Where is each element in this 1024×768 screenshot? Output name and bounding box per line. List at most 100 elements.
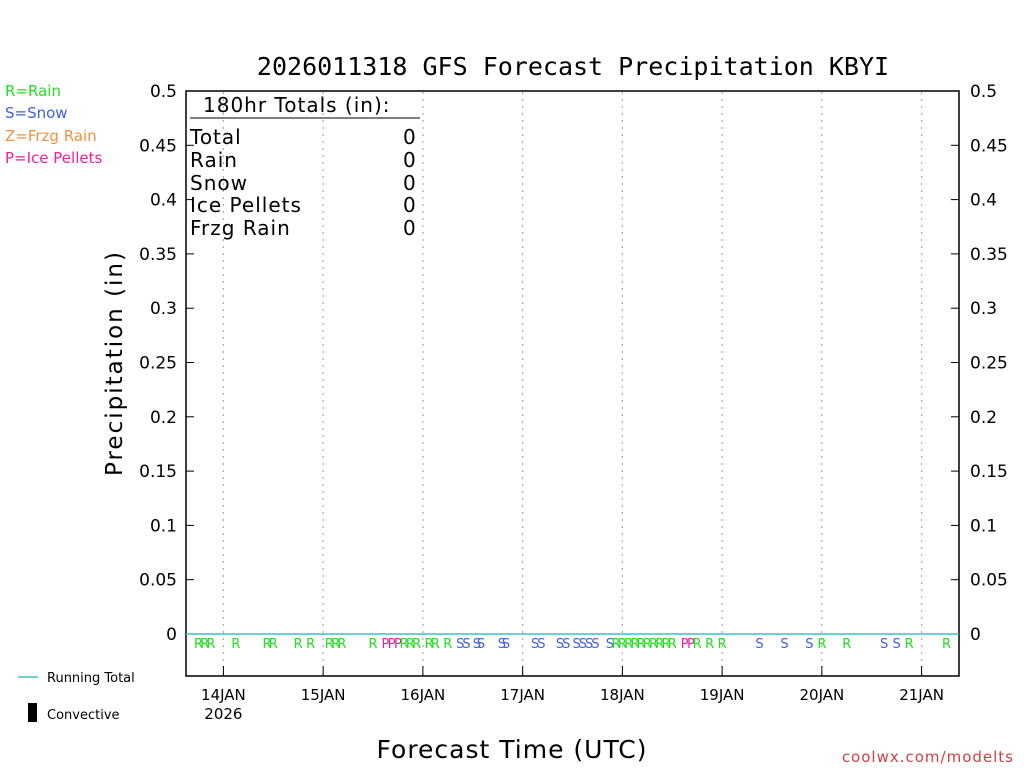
ptype-marker: S: [606, 637, 614, 652]
ptype-marker: R: [618, 637, 627, 652]
ptype-marker: R: [718, 637, 727, 652]
x-tick-label: 21JAN: [899, 686, 944, 704]
ptype-marker: R: [263, 637, 272, 652]
y-tick-label-left: 0: [166, 625, 177, 645]
ptype-marker: S: [755, 637, 763, 652]
credit-text: coolwx.com/modelts: [842, 748, 1014, 766]
x-tick-label: 17JAN: [500, 686, 545, 704]
y-tick-label-right: 0.2: [970, 408, 997, 428]
ptype-marker: S: [579, 637, 587, 652]
legend-rain: R=Rain: [5, 82, 61, 100]
vertical-grid: [222, 92, 923, 675]
x-tick-label: 18JAN: [600, 686, 645, 704]
y-axis-left: 0 0.05 0.1 0.15 0.2 0.25 0.3 0.35 0.4 0.45 0.5: [139, 82, 194, 645]
ptype-marker: R: [624, 637, 633, 652]
y-axis-right: 0 0.05 0.1 0.15 0.2 0.25 0.3 0.35 0.4 0.45 0.5: [951, 82, 1008, 645]
x-tick-label: 16JAN: [401, 686, 446, 704]
ptype-marker: S: [562, 637, 570, 652]
ptype-marker: R: [206, 637, 215, 652]
ptype-marker: R: [905, 637, 914, 652]
x-tick-label: 19JAN: [700, 686, 745, 704]
totals-label-snow: Snow: [190, 171, 248, 195]
ptype-marker: R: [655, 637, 664, 652]
ptype-marker: R: [368, 637, 377, 652]
y-tick-label-right: 0.45: [970, 136, 1008, 156]
totals-box: 180hr Totals (in): Total 0 Rain 0 Snow 0…: [189, 93, 420, 240]
ptype-marker: R: [431, 637, 440, 652]
ptype-marker: S: [498, 637, 506, 652]
ptype-marker: S: [573, 637, 581, 652]
ptype-marker: R: [331, 637, 340, 652]
ptype-marker: R: [637, 637, 646, 652]
ptype-marker: S: [893, 637, 901, 652]
y-tick-label-left: 0.05: [139, 571, 177, 591]
ptype-legend: R=Rain S=Snow Z=Frzg Rain P=Ice Pellets: [5, 82, 102, 167]
ptype-marker: R: [705, 637, 714, 652]
ptype-marker: R: [612, 637, 621, 652]
ptype-marker: R: [643, 637, 652, 652]
line-legend: Running Total Convective: [18, 671, 135, 723]
ptype-marker: S: [805, 637, 813, 652]
legend-convective: Convective: [47, 708, 120, 723]
ptype-marker: P: [681, 637, 689, 652]
ptype-marker: R: [269, 637, 278, 652]
ptype-marker: R: [306, 637, 315, 652]
y-tick-label-left: 0.5: [150, 82, 177, 102]
x-tick-label: 15JAN: [301, 686, 346, 704]
ptype-marker: S: [456, 637, 464, 652]
x-tick-label: 20JAN: [799, 686, 844, 704]
legend-ice-pellets: P=Ice Pellets: [5, 149, 102, 167]
y-tick-label-right: 0.4: [970, 191, 997, 211]
y-tick-label-right: 0.1: [970, 516, 997, 536]
y-tick-label-right: 0.5: [970, 82, 997, 102]
y-tick-label-left: 0.2: [150, 408, 177, 428]
x-tick-sublabel: 2026: [204, 705, 242, 723]
ptype-marker: S: [780, 637, 788, 652]
ptype-marker: S: [462, 637, 470, 652]
y-tick-label-right: 0: [970, 625, 981, 645]
totals-value-total: 0: [403, 125, 417, 149]
ptype-marker: R: [231, 637, 240, 652]
ptype-marker: P: [394, 637, 402, 652]
totals-value-ice-pellets: 0: [403, 193, 417, 217]
ptype-marker: R: [200, 637, 209, 652]
y-tick-label-left: 0.25: [139, 354, 177, 374]
y-tick-label-right: 0.3: [970, 299, 997, 319]
y-axis-label: Precipitation (in): [102, 250, 128, 476]
totals-value-frzg-rain: 0: [403, 216, 417, 240]
y-tick-label-left: 0.1: [150, 516, 177, 536]
ptype-marker: S: [531, 637, 539, 652]
ptype-marker: S: [473, 637, 481, 652]
x-axis-label: Forecast Time (UTC): [377, 735, 648, 764]
ptype-marker: S: [591, 637, 599, 652]
totals-value-snow: 0: [403, 171, 417, 195]
y-tick-label-right: 0.25: [970, 354, 1008, 374]
legend-frzg-rain: Z=Frzg Rain: [5, 127, 97, 145]
totals-label-frzg-rain: Frzg Rain: [190, 216, 291, 240]
ptype-marker: R: [406, 637, 415, 652]
legend-running-total: Running Total: [47, 671, 135, 686]
ptype-marker: P: [687, 637, 695, 652]
totals-value-rain: 0: [403, 148, 417, 172]
ptype-marker: R: [400, 637, 409, 652]
ptype-marker: S: [880, 637, 888, 652]
ptype-marker: R: [337, 637, 346, 652]
y-tick-label-left: 0.15: [139, 462, 177, 482]
x-tick-label: 14JAN: [201, 686, 246, 704]
ptype-marker: S: [502, 637, 510, 652]
legend-snow: S=Snow: [5, 104, 68, 122]
y-tick-label-right: 0.35: [970, 245, 1008, 265]
y-tick-label-left: 0.45: [139, 136, 177, 156]
ptype-marker: R: [425, 637, 434, 652]
ptype-marker: R: [649, 637, 658, 652]
ptype-marker: P: [382, 637, 390, 652]
ptype-marker: R: [693, 637, 702, 652]
ptype-marker: R: [630, 637, 639, 652]
plot-frame: [185, 90, 960, 677]
ptype-marker: R: [325, 637, 334, 652]
ptype-marker: S: [537, 637, 545, 652]
ptype-marker: R: [842, 637, 851, 652]
ptype-marker: S: [585, 637, 593, 652]
ptype-marker: P: [388, 637, 396, 652]
